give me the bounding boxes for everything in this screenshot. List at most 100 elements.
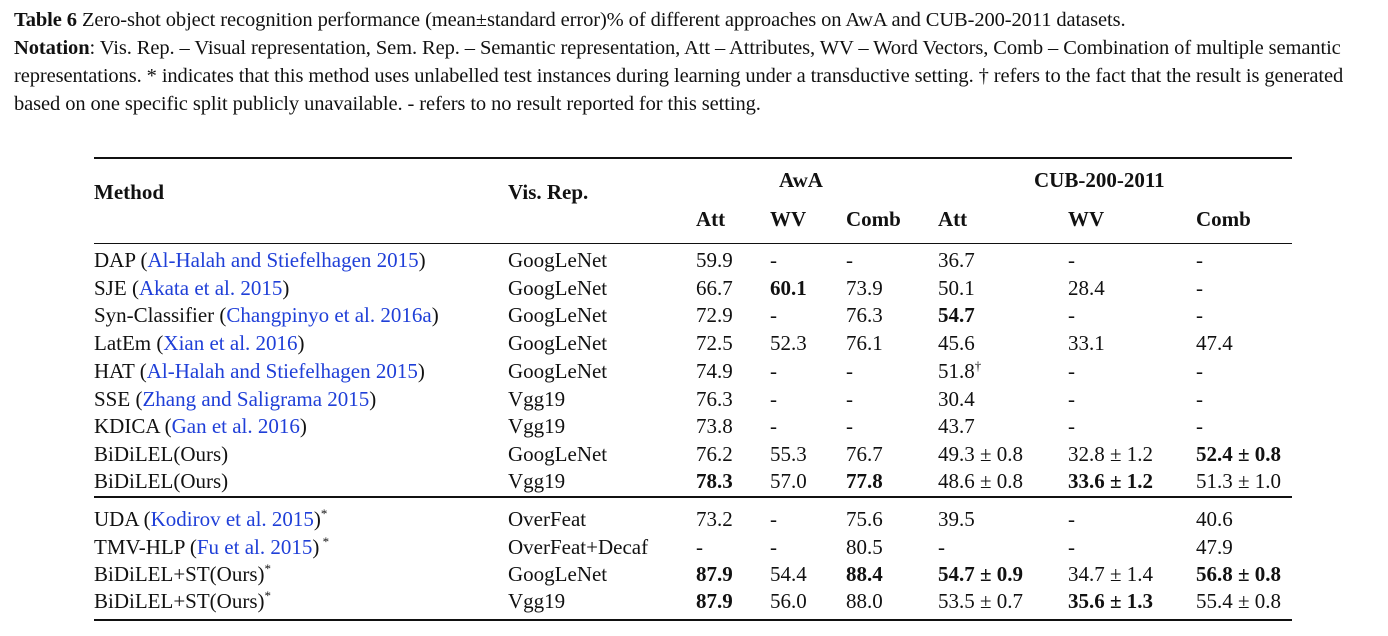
result-value: 55.4 ± 0.8 <box>1196 589 1282 613</box>
result-cell: 43.7 <box>938 413 975 439</box>
result-value: 76.2 <box>696 442 733 466</box>
result-value: 52.3 <box>770 331 807 355</box>
header-method: Method <box>94 180 164 204</box>
citation-link[interactable]: Fu et al. 2015 <box>196 535 313 559</box>
result-cell: 33.6 ± 1.2 <box>1068 468 1153 494</box>
method-label: BiDiLEL+ST(Ours) <box>94 589 265 613</box>
method-label: KDICA <box>94 414 160 438</box>
result-value: - <box>1068 387 1075 411</box>
citation-link[interactable]: Al-Halah and Stiefelhagen 2015 <box>146 359 418 383</box>
citation-link[interactable]: Kodirov et al. 2015 <box>150 507 314 531</box>
result-value: - <box>1196 387 1203 411</box>
result-cell: - <box>938 534 945 560</box>
result-cell: 36.7 <box>938 247 975 273</box>
header-awa: AwA <box>779 168 823 192</box>
method-name: KDICA (Gan et al. 2016) <box>94 414 307 438</box>
result-value: 53.5 ± 0.7 <box>938 589 1024 613</box>
result-value: - <box>846 248 853 272</box>
method-name: TMV-HLP (Fu et al. 2015) * <box>94 534 330 559</box>
method-name: BiDiLEL+ST(Ours)* <box>94 561 271 587</box>
method-name: UDA (Kodirov et al. 2015)* <box>94 506 328 531</box>
vis-rep-cell: GoogLeNet <box>508 276 608 300</box>
result-value: 30.4 <box>938 387 975 411</box>
result-cell: - <box>1068 358 1075 384</box>
result-cell: - <box>770 302 777 328</box>
result-cell: 28.4 <box>1068 275 1105 301</box>
method-label: HAT <box>94 359 135 383</box>
result-value: 39.5 <box>938 507 975 531</box>
header-cub: CUB-200-2011 <box>1034 168 1165 192</box>
result-value: - <box>1068 414 1075 438</box>
citation-link[interactable]: Zhang and Saligrama 2015 <box>142 387 370 411</box>
header-sub-wv-cub: WV <box>1068 207 1105 231</box>
result-cell: 50.1 <box>938 275 975 301</box>
method-label: SJE <box>94 276 127 300</box>
result-value: 28.4 <box>1068 276 1105 300</box>
result-cell: - <box>846 413 853 439</box>
result-value: 52.4 ± 0.8 <box>1196 442 1282 466</box>
result-value: 72.9 <box>696 303 733 327</box>
result-value: 73.2 <box>696 507 733 531</box>
vis-rep-cell: GoogLeNet <box>508 442 608 466</box>
result-value: 47.9 <box>1196 535 1233 559</box>
result-value: 76.1 <box>846 331 883 355</box>
result-cell: 72.5 <box>696 330 733 356</box>
result-value: 51.8 <box>938 359 975 383</box>
result-cell: 52.3 <box>770 330 807 356</box>
result-value: 33.6 ± 1.2 <box>1068 469 1154 493</box>
result-value: - <box>846 387 853 411</box>
result-cell: - <box>770 413 777 439</box>
citation-link[interactable]: Changpinyo et al. 2016a <box>226 303 432 327</box>
method-name: Syn-Classifier (Changpinyo et al. 2016a) <box>94 303 439 327</box>
result-value: 49.3 ± 0.8 <box>938 442 1024 466</box>
citation-link[interactable]: Gan et al. 2016 <box>171 414 300 438</box>
result-cell: - <box>770 358 777 384</box>
result-cell: - <box>1068 386 1075 412</box>
result-value: - <box>1068 359 1075 383</box>
result-cell: 76.3 <box>696 386 733 412</box>
result-cell: 55.4 ± 0.8 <box>1196 588 1281 614</box>
result-value: 40.6 <box>1196 507 1233 531</box>
vis-rep-cell: GoogLeNet <box>508 359 608 383</box>
caption-label: Table 6 <box>14 9 77 31</box>
result-cell: - <box>1196 386 1203 412</box>
result-value: - <box>770 387 777 411</box>
result-value: - <box>846 414 853 438</box>
result-cell: - <box>696 534 703 560</box>
result-cell: 39.5 <box>938 506 975 532</box>
result-value: - <box>1196 276 1203 300</box>
caption-title: Zero-shot object recognition performance… <box>81 9 1126 31</box>
result-cell: 47.4 <box>1196 330 1233 356</box>
result-value: 59.9 <box>696 248 733 272</box>
citation-link[interactable]: Xian et al. 2016 <box>163 331 298 355</box>
result-value: 77.8 <box>846 469 883 493</box>
header-sub-att-cub: Att <box>938 207 968 231</box>
result-value: - <box>1196 359 1203 383</box>
result-value: 80.5 <box>846 535 883 559</box>
result-value: - <box>770 414 777 438</box>
result-cell: - <box>846 358 853 384</box>
result-value: - <box>1068 535 1075 559</box>
result-cell: 88.0 <box>846 588 883 614</box>
result-value: 56.8 ± 0.8 <box>1196 562 1282 586</box>
result-cell: 87.9 <box>696 588 733 614</box>
result-cell: 48.6 ± 0.8 <box>938 468 1023 494</box>
result-value: - <box>1068 248 1075 272</box>
result-value: - <box>938 535 945 559</box>
result-cell: 76.3 <box>846 302 883 328</box>
result-value: 35.6 ± 1.3 <box>1068 589 1154 613</box>
citation-link[interactable]: Al-Halah and Stiefelhagen 2015 <box>147 248 419 272</box>
citation-link[interactable]: Akata et al. 2015 <box>138 276 283 300</box>
result-value: 74.9 <box>696 359 733 383</box>
header-sub-comb-awa: Comb <box>846 207 901 231</box>
result-cell: 66.7 <box>696 275 733 301</box>
result-cell: 88.4 <box>846 561 883 587</box>
result-value: - <box>1196 414 1203 438</box>
result-cell: - <box>770 506 777 532</box>
vis-rep-cell: GoogLeNet <box>508 248 608 272</box>
result-cell: - <box>770 534 777 560</box>
method-label: BiDiLEL(Ours) <box>94 442 229 466</box>
result-cell: 72.9 <box>696 302 733 328</box>
result-cell: 33.1 <box>1068 330 1105 356</box>
method-name: BiDiLEL+ST(Ours)* <box>94 588 271 614</box>
